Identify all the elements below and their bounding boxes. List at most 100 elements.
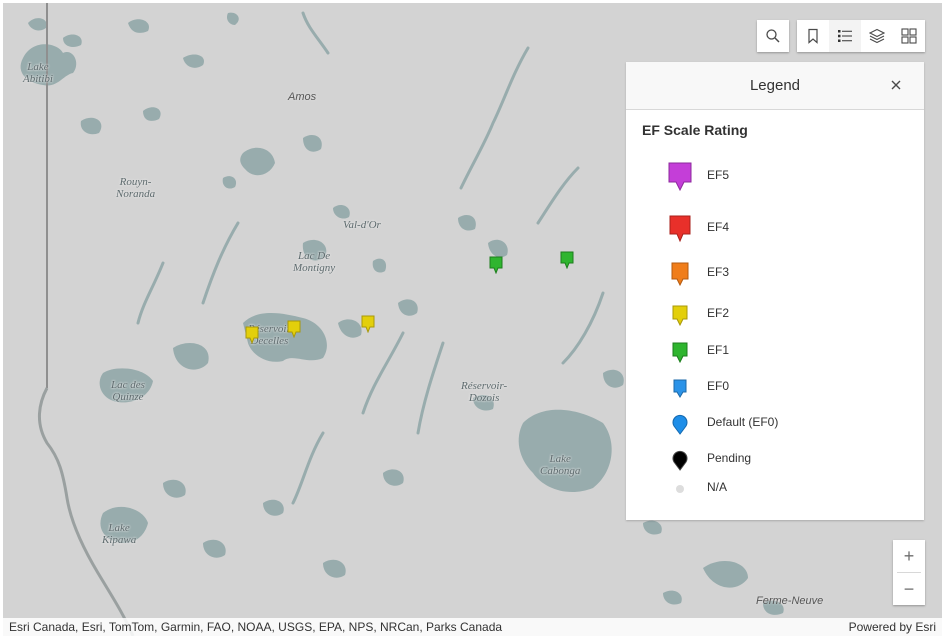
ef1-pin-icon — [672, 342, 688, 364]
lake-cabonga-shape — [518, 409, 612, 493]
search-icon — [766, 29, 780, 43]
river-line — [536, 166, 580, 225]
legend-item-label: Pending — [707, 451, 752, 465]
legend-item-label: EF4 — [707, 220, 730, 234]
tornado-marker-ef2[interactable] — [361, 315, 375, 338]
tornado-marker-ef1[interactable] — [489, 256, 503, 279]
lake-shape — [143, 107, 161, 121]
legend-item-label: EF5 — [707, 168, 730, 182]
river-line — [201, 221, 240, 305]
legend-panel: Legend EF Scale Rating EF5 EF4 EF3 EF2 E… — [626, 62, 924, 520]
lake-shape — [663, 590, 682, 605]
widget-toolbar — [797, 20, 925, 52]
river-line — [291, 431, 325, 505]
reservoir-decelles-shape — [243, 313, 327, 362]
place-label-reservoir-dozois: Réservoir- Dozois — [461, 380, 508, 404]
rivers — [136, 11, 605, 505]
lake-kipawa-shape — [100, 506, 148, 543]
ef2-pin-icon — [672, 305, 688, 327]
basemap-gallery-icon — [901, 28, 917, 44]
lake-shape — [473, 395, 494, 411]
legend-item: Pending — [626, 445, 924, 475]
lake-shape — [333, 204, 350, 219]
lake-de-montigny-shape — [302, 239, 327, 261]
legend-item: EF3 — [626, 258, 924, 288]
attribution-bar[interactable]: Esri Canada, Esri, TomTom, Garmin, FAO, … — [3, 618, 942, 636]
lake-shape — [383, 469, 404, 486]
legend-item: EF4 — [626, 213, 924, 243]
ef5-pin-icon — [668, 162, 692, 191]
lake-shape — [240, 147, 275, 176]
powered-by-esri-link[interactable]: Powered by Esri — [848, 620, 936, 634]
default-ef0-drop-icon — [672, 414, 688, 435]
ef0-pin-icon — [673, 379, 687, 398]
river-line — [136, 261, 165, 325]
lake-shape — [303, 135, 322, 152]
search-toolbar — [757, 20, 789, 52]
river-line — [416, 341, 445, 435]
ef4-pin-icon — [669, 215, 691, 243]
legend-item-label: EF3 — [707, 265, 730, 279]
place-label-val-dor: Val-d'Or — [343, 219, 381, 231]
tornado-marker-ef2[interactable] — [287, 320, 301, 343]
place-label-ferme-neuve: Ferme-Neuve — [756, 595, 824, 607]
river-line — [561, 291, 605, 365]
lake-shape — [80, 117, 102, 135]
place-label-lac-de-montigny: Lac De Montigny — [293, 250, 336, 274]
tornado-marker-ef2[interactable] — [245, 326, 259, 349]
lake-shape — [28, 18, 48, 31]
lake-shape — [488, 239, 508, 258]
place-label-lac-des-quinze: Lac des Quinze — [111, 379, 145, 403]
basemap — [20, 3, 842, 636]
legend-close-button[interactable] — [886, 75, 906, 95]
search-button[interactable] — [757, 20, 789, 52]
bookmarks-button[interactable] — [797, 20, 829, 52]
close-icon — [891, 80, 901, 90]
zoom-out-button[interactable]: − — [903, 578, 915, 599]
legend-button[interactable] — [829, 20, 861, 52]
legend-item-label: Default (EF0) — [707, 415, 779, 429]
na-dot-icon — [676, 485, 684, 493]
river-line — [459, 46, 530, 190]
tornado-marker-ef1[interactable] — [560, 251, 574, 274]
lake-des-quinze-shape — [99, 368, 153, 403]
legend-item: Default (EF0) — [626, 409, 924, 439]
place-label-amos: Amos — [288, 91, 317, 103]
river-line — [361, 331, 405, 415]
attribution-sources: Esri Canada, Esri, TomTom, Garmin, FAO, … — [9, 620, 503, 634]
lake-shape — [203, 539, 226, 558]
legend-layer-title: EF Scale Rating — [642, 122, 748, 138]
lake-shape — [183, 54, 204, 68]
basemap-gallery-button[interactable] — [893, 20, 925, 52]
lake-shape — [323, 559, 346, 578]
layer-list-button[interactable] — [861, 20, 893, 52]
place-label-lake-abitibi: Lake Abitibi — [23, 61, 53, 85]
water-bodies — [20, 12, 842, 615]
legend-item: N/A — [626, 474, 924, 504]
place-label-lake-cabonga: Lake Cabonga — [540, 453, 581, 477]
zoom-divider — [897, 572, 921, 573]
boundaries — [38, 3, 135, 636]
lake-shape — [372, 258, 387, 273]
zoom-in-button[interactable]: + — [903, 545, 915, 566]
legend-header: Legend — [626, 62, 924, 110]
border-river-line — [38, 387, 135, 636]
lake-shape — [398, 299, 418, 316]
legend-list-icon — [838, 30, 852, 42]
legend-item: EF0 — [626, 373, 924, 403]
legend-item-label: N/A — [707, 480, 728, 494]
river-line — [301, 11, 330, 55]
map-view[interactable]: Lake Abitibi Amos Rouyn- Noranda Val-d'O… — [3, 3, 942, 636]
place-label-reservoir-decelles: Réservoir Decelles — [248, 323, 291, 347]
lake-shape — [63, 34, 82, 47]
lake-shape — [163, 479, 186, 498]
lake-shape — [173, 343, 209, 370]
bookmark-icon — [808, 28, 818, 44]
lake-shape — [263, 499, 284, 516]
layers-icon — [869, 28, 885, 44]
lake-shape — [222, 176, 237, 189]
pending-drop-icon — [672, 450, 688, 471]
lake-shape — [128, 19, 149, 33]
ef3-pin-icon — [671, 262, 689, 287]
legend-item: EF5 — [626, 161, 924, 191]
